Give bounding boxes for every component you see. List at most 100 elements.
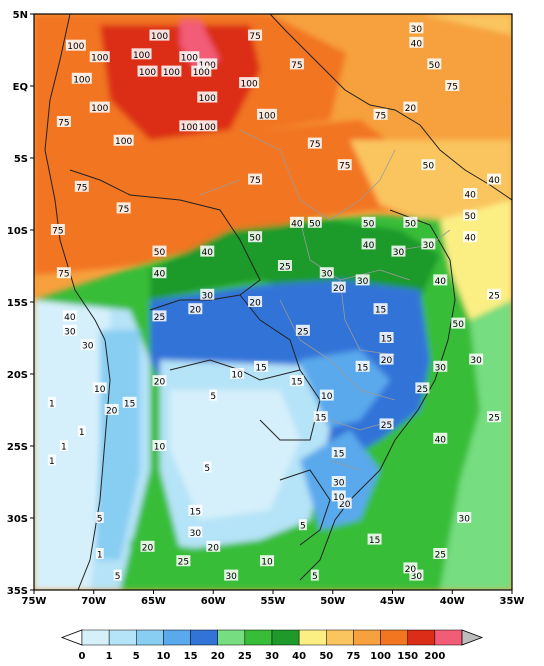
country-borders xyxy=(44,14,512,590)
contour-label-bg xyxy=(92,382,107,394)
contour-label: 5 xyxy=(312,572,318,582)
contour-label-bg xyxy=(487,411,502,423)
colorbar-label: 0 xyxy=(79,651,86,662)
lat-tick-label: 35S xyxy=(7,586,28,597)
lon-tick-label: 45W xyxy=(380,596,405,607)
colorbar: 0 1 5 10 15 20 25 30 40 50 75 100 150 200 xyxy=(60,629,484,662)
contour-label: 20 xyxy=(405,565,417,575)
contour-label: 20 xyxy=(405,104,417,114)
contour-label-bg xyxy=(152,267,167,279)
contour-label-bg xyxy=(415,382,430,394)
contour-label-bg xyxy=(104,404,119,415)
contour-label: 100 xyxy=(199,123,216,133)
contour-label: 100 xyxy=(258,111,275,121)
contour-label-bg xyxy=(200,288,215,300)
contour-label: 15 xyxy=(190,507,201,517)
lat-tick-label: 10S xyxy=(7,226,28,237)
colorbar-high-arrow xyxy=(461,629,484,646)
contour-label-bg xyxy=(451,317,466,329)
contour-label: 75 xyxy=(76,183,87,193)
contour-label-bg xyxy=(409,569,424,581)
lat-tick-label: 20S xyxy=(7,370,28,381)
contour-label-bg xyxy=(254,360,269,372)
contour-label-bg xyxy=(137,65,158,77)
contour-label-bg xyxy=(50,224,65,235)
contour-label: 40 xyxy=(154,270,166,280)
contour-label: 30 xyxy=(423,241,435,251)
contour-label-bg xyxy=(277,260,292,271)
contour-label: 30 xyxy=(393,248,405,258)
lat-tick-label: 15S xyxy=(7,298,28,309)
contour-label-bg xyxy=(310,569,319,581)
contour-label: 100 xyxy=(163,68,180,78)
contour-label-bg xyxy=(179,120,200,132)
contour-label: 1 xyxy=(49,457,55,467)
colorbar-label: 1 xyxy=(106,651,113,662)
contour-label-bg xyxy=(191,65,212,77)
contour-label: 100 xyxy=(67,42,84,52)
contour-label: 15 xyxy=(369,536,380,546)
contour-label: 15 xyxy=(124,399,135,409)
contour-label-bg xyxy=(62,310,77,322)
colorbar-label: 15 xyxy=(184,651,198,662)
contour-label: 15 xyxy=(357,363,368,373)
contour-label-bg xyxy=(427,58,442,70)
contour-label-bg xyxy=(379,353,394,365)
contour-label: 30 xyxy=(333,479,345,489)
contour-label: 5 xyxy=(204,464,210,474)
contour-label: 100 xyxy=(91,104,108,114)
contour-label-bg xyxy=(260,555,275,567)
contour-label: 50 xyxy=(429,61,441,71)
lon-tick-label: 50W xyxy=(320,596,345,607)
contour-label: 100 xyxy=(241,80,258,90)
colorbar-low-arrow xyxy=(60,629,83,646)
contour-label: 75 xyxy=(249,176,260,186)
contour-label: 20 xyxy=(142,543,154,553)
contour-label-bg xyxy=(77,425,86,437)
contour-label-bg xyxy=(56,267,71,279)
contour-label-bg xyxy=(487,173,502,185)
contour-label-bg xyxy=(89,101,110,113)
contour-label-bg xyxy=(463,231,478,243)
contour-label: 5 xyxy=(210,392,216,402)
lon-tick-label: 75W xyxy=(22,596,47,607)
colorbar-label: 5 xyxy=(133,651,140,662)
contour-label: 10 xyxy=(154,443,166,453)
contour-label-bg xyxy=(122,396,137,408)
contour-label: 30 xyxy=(470,356,482,366)
contour-label: 15 xyxy=(333,450,344,460)
contour-label: 75 xyxy=(249,32,260,42)
contour-label-bg xyxy=(445,80,460,91)
contour-label-bg xyxy=(307,216,322,228)
contour-label-bg xyxy=(307,137,322,149)
contour-label: 15 xyxy=(375,306,386,316)
contour-label: 5 xyxy=(300,522,306,532)
colorbar-label: 25 xyxy=(238,651,252,662)
contour-label: 1 xyxy=(97,551,103,561)
contour-label-bg xyxy=(355,360,370,372)
contour-label-bg xyxy=(433,274,448,286)
lat-tick-label: 25S xyxy=(7,442,28,453)
colorbar-swatch xyxy=(190,629,218,646)
contour-label: 75 xyxy=(52,227,63,237)
colorbar-label: 20 xyxy=(211,651,225,662)
contour-label-bg xyxy=(179,51,200,63)
lon-axis-ticks: 75W 70W 65W 60W 55W 50W 45W 40W 35W xyxy=(22,590,524,607)
contour-label: 40 xyxy=(64,313,76,323)
contour-label-bg xyxy=(188,303,203,315)
lat-axis-ticks: 5N EQ 5S 10S 15S 20S 25S 30S 35S xyxy=(7,10,34,597)
contour-label-bg xyxy=(379,332,394,343)
contour-label-bg xyxy=(224,569,239,581)
contour-label: 1 xyxy=(79,428,85,438)
contour-label: 40 xyxy=(464,234,476,244)
colorbar-swatch xyxy=(217,629,246,646)
contour-label: 5 xyxy=(97,515,103,525)
contour-label-bg xyxy=(403,562,418,574)
contour-label-bg xyxy=(463,209,478,221)
contour-label: 20 xyxy=(333,284,345,294)
contour-label-bg xyxy=(152,310,167,322)
contour-label: 100 xyxy=(139,68,156,78)
lon-tick-label: 40W xyxy=(440,596,465,607)
contour-label-bg xyxy=(298,519,307,531)
colorbar-swatch xyxy=(81,629,110,646)
